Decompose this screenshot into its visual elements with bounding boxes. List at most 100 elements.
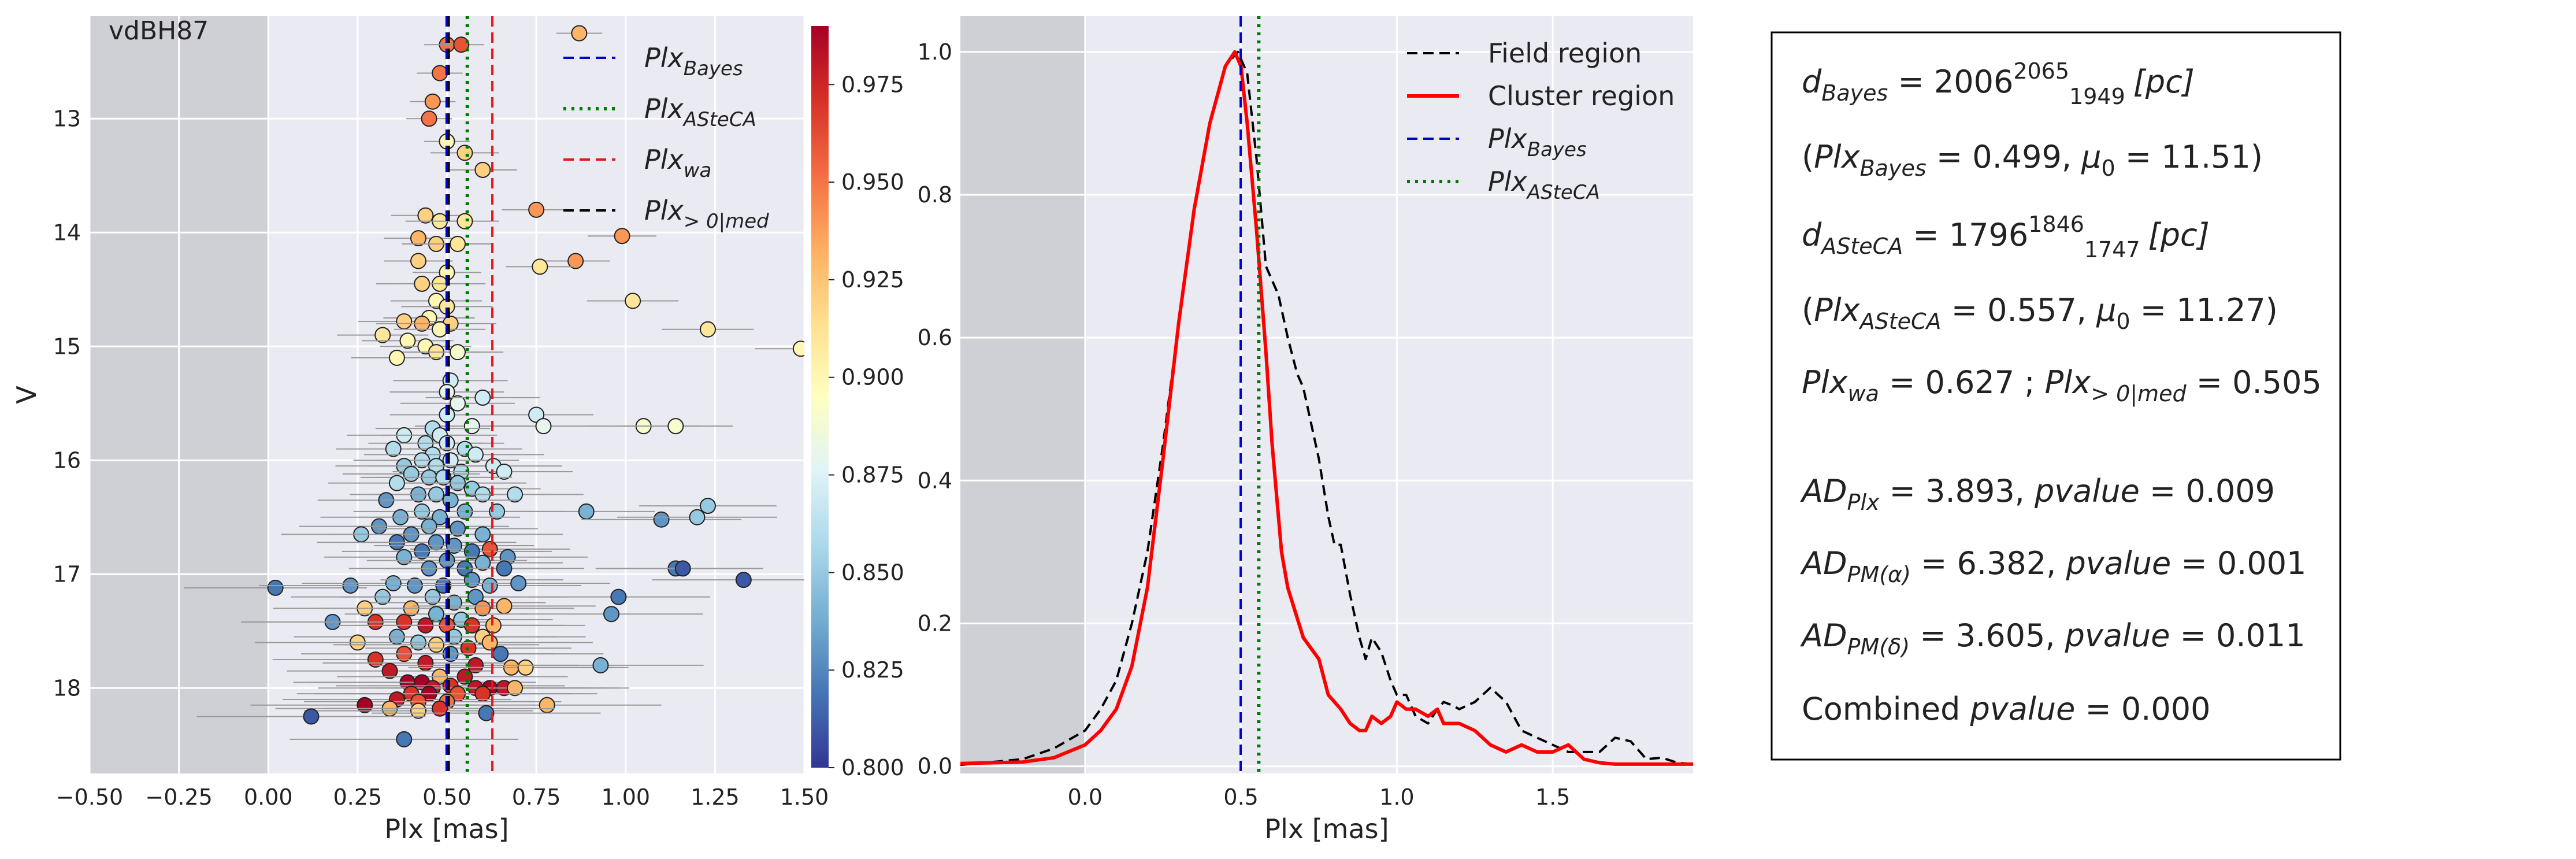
y-tick-label: 0.4 [918,468,952,493]
point-marker [396,614,413,630]
kde-vlines [1239,16,1261,773]
scatter-point [519,606,703,623]
y-tick-label: 0.8 [918,182,952,208]
point-marker [474,161,491,178]
scatter-point [423,235,492,252]
x-tick-label: 0.00 [244,784,293,810]
point-marker [388,475,405,491]
point-marker [396,313,413,329]
scatter-point [402,526,563,543]
scatter-point [426,575,610,592]
legend-label: PlxBayes [644,42,743,80]
point-marker [428,486,444,503]
scatter-point [617,509,777,525]
point-marker [456,213,473,229]
point-marker [510,575,527,592]
point-marker [396,731,413,747]
scatter-point [438,36,484,53]
x-tick-label: 0.50 [422,784,472,810]
legend-item: Plx> 0|med [563,195,769,233]
scatter-point [359,509,520,525]
colorbar-gradient [811,26,829,768]
kde-series [960,50,1693,767]
point-marker [539,697,555,713]
kde-legend: Field region Cluster region PlxBayes PlxASt… [1407,38,1675,204]
x-tick-label: −0.50 [56,784,123,810]
scatter-point [541,253,610,269]
point-marker [496,560,513,577]
point-marker [474,600,491,617]
scatter-point [384,253,453,269]
point-marker [689,509,706,525]
point-marker [532,258,548,275]
point-marker [463,543,480,560]
point-marker [474,389,491,406]
kde-x-ticks: 0.0 0.5 1.0 1.5 [1068,784,1571,810]
point-marker [450,395,466,412]
scatter-legend: PlxBayes PlxASteCA Plxwa Plx> 0|med [563,42,769,233]
scatter-point [372,705,601,721]
point-marker [267,579,284,596]
point-marker [450,235,466,252]
point-marker [474,554,491,571]
scatter-point [424,560,585,577]
scatter-point [448,161,517,178]
colorbar-ticks: 0.800 0.825 0.850 0.875 0.900 0.925 0.950 0.975 [829,72,904,780]
plx-asteca-line: (PlxASteCA = 0.557, μ0 = 11.27) [1802,292,2278,334]
colorbar-tick-label: 0.875 [841,462,904,488]
scatter-point [398,577,582,594]
x-tick-label: 1.0 [1379,784,1414,810]
scatter-point [435,463,573,480]
point-marker [410,702,427,719]
point-marker [700,498,717,514]
point-marker [421,110,437,127]
kde-y-ticks: 0.0 0.2 0.4 0.6 0.8 1.0 [918,39,952,779]
point-marker [578,503,595,520]
legend-item: Field region [1407,38,1642,69]
legend-item: Cluster region [1407,80,1675,112]
legend-label: PlxASteCA [644,93,756,131]
scatter-point [505,258,574,275]
y-tick-label: 13 [53,106,81,131]
point-marker [507,486,524,503]
ad-plx-line: ADPlx = 3.893, pvalue = 0.009 [1800,473,2275,515]
point-marker [528,201,545,218]
point-marker [388,349,405,366]
y-tick-label: 0.6 [918,325,952,350]
y-tick-label: 16 [53,447,81,473]
legend-label: PlxBayes [1488,123,1587,161]
point-marker [567,253,584,269]
point-marker [417,207,434,224]
legend-label: Plx> 0|med [644,195,769,233]
scatter-point [376,275,468,292]
scatter-point [400,680,629,697]
point-marker [432,65,448,82]
x-tick-label: 1.00 [601,784,650,810]
scatter-point [391,600,574,617]
point-marker [528,406,545,423]
plx-bayes-line: (PlxBayes = 0.499, μ0 = 11.51) [1802,139,2263,181]
results-textbox: dBayes = 200620651949 [pc] (PlxBayes = 0.… [1770,31,2341,761]
point-marker [592,657,609,673]
point-marker [410,230,427,247]
point-marker [432,700,448,717]
point-marker [507,680,524,697]
legend-item: Plxwa [563,144,711,182]
point-marker [428,534,444,551]
point-marker [481,577,498,594]
point-marker [481,634,498,651]
scatter-point [328,475,466,491]
point-marker [667,418,684,435]
legend-item: PlxBayes [563,42,743,80]
legend-label: Field region [1488,38,1642,69]
scatter-point [527,588,710,605]
point-marker [792,340,804,357]
point-marker [450,520,466,537]
scatter-point [639,498,777,514]
legend-label: PlxASteCA [1488,166,1600,204]
y-tick-label: 0.2 [918,610,952,636]
x-tick-label: −0.25 [145,784,212,810]
x-tick-label: 1.25 [691,784,740,810]
scatter-point [304,702,533,719]
